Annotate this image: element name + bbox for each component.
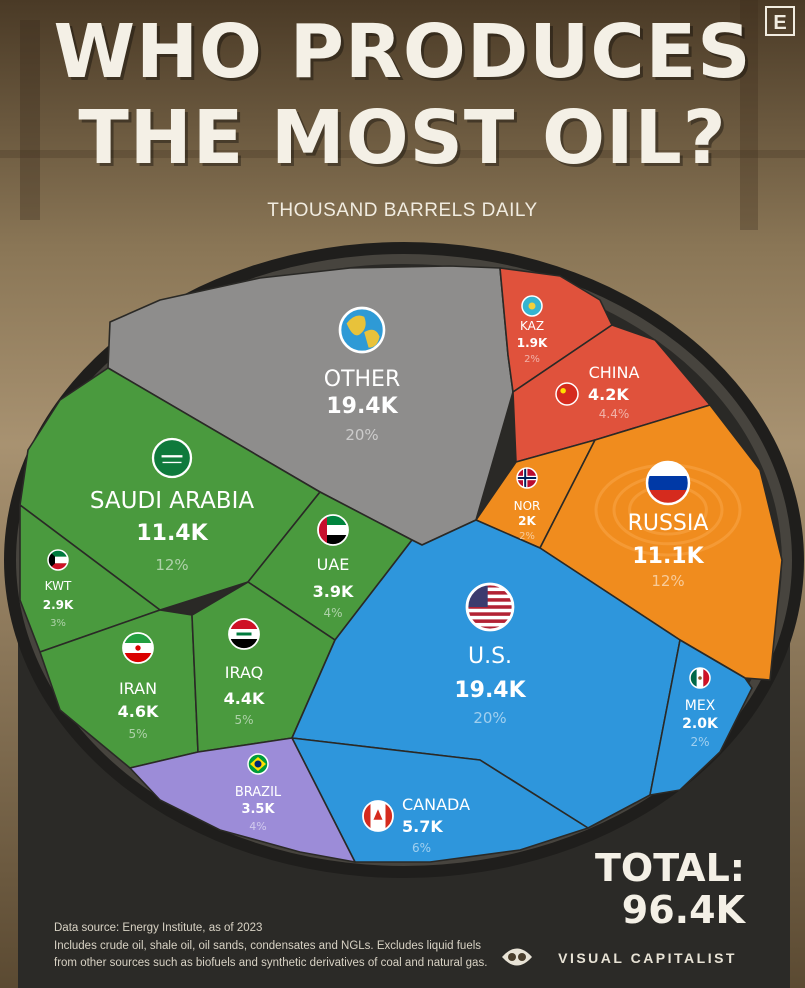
methodology-note-line1: Includes crude oil, shale oil, oil sands… [54, 940, 482, 952]
label-name-saudi-arabia: SAUDI ARABIA [90, 488, 254, 514]
label-name-iran: IRAN [119, 679, 157, 698]
china-flag-icon [555, 382, 579, 406]
globe-icon [338, 306, 386, 354]
label-share-other: 20% [345, 426, 378, 444]
label-name-other: OTHER [324, 367, 400, 392]
label-value-canada: 5.7K [402, 817, 443, 836]
data-source-note: Data source: Energy Institute, as of 202… [54, 922, 263, 934]
label-share-uae: 4% [323, 606, 342, 620]
iraq-flag-icon [228, 618, 260, 650]
label-value-iran: 4.6K [118, 702, 159, 721]
page-title-line1: WHO PRODUCES [53, 9, 752, 95]
label-share-canada: 6% [412, 841, 431, 855]
usa-flag-icon [465, 582, 515, 632]
kuwait-flag-icon [47, 549, 69, 571]
label-share-china: 4.4% [599, 407, 630, 421]
label-value-russia: 11.1K [632, 544, 704, 569]
label-name-kaz: KAZ [520, 319, 544, 333]
page-title-line2: THE MOST OIL? [78, 95, 727, 181]
brand-name: VISUAL CAPITALIST [558, 950, 737, 966]
uae-flag-icon [317, 514, 349, 546]
label-share-brazil: 4% [249, 820, 266, 833]
label-value-saudi-arabia: 11.4K [136, 521, 208, 546]
label-value-china: 4.2K [588, 385, 629, 404]
total-value: 96.4K [621, 888, 745, 932]
label-share-kwt: 3% [50, 618, 66, 629]
methodology-note-line2: from other sources such as biofuels and … [54, 957, 488, 969]
label-name-china: CHINA [589, 363, 640, 382]
label-name-nor: NOR [514, 499, 541, 513]
label-share-kaz: 2% [524, 354, 540, 365]
label-share-saudi-arabia: 12% [155, 556, 188, 574]
label-value-u-s: 19.4K [454, 678, 526, 703]
label-value-mex: 2.0K [682, 716, 719, 732]
iran-flag-icon [122, 632, 154, 664]
label-share-nor: 2% [519, 531, 535, 542]
norway-flag-icon [516, 467, 538, 489]
total-label: TOTAL: [594, 846, 745, 890]
label-name-canada: CANADA [402, 795, 470, 814]
label-value-nor: 2K [518, 514, 536, 528]
russia-flag-icon [645, 460, 691, 506]
treemap-cell-mex [649, 639, 753, 796]
label-share-u-s: 20% [473, 709, 506, 727]
visual-capitalist-logo-icon [502, 948, 532, 966]
label-name-uae: UAE [317, 555, 350, 574]
saudi-arabia-flag-icon [151, 437, 193, 479]
label-share-russia: 12% [651, 572, 684, 590]
kazakhstan-flag-icon [521, 295, 543, 317]
treemap-cell-brazil [129, 737, 356, 863]
label-name-brazil: BRAZIL [235, 785, 282, 800]
brazil-flag-icon [247, 753, 269, 775]
canada-flag-icon [362, 800, 394, 832]
label-value-iraq: 4.4K [224, 689, 265, 708]
label-share-iraq: 5% [234, 713, 253, 727]
label-value-kaz: 1.9K [517, 336, 548, 350]
label-name-u-s: U.S. [468, 644, 512, 669]
label-value-brazil: 3.5K [241, 802, 275, 817]
label-value-uae: 3.9K [313, 582, 354, 601]
label-share-iran: 5% [128, 727, 147, 741]
label-name-russia: RUSSIA [628, 511, 709, 536]
chart-subtitle: THOUSAND BARRELS DAILY [267, 200, 538, 221]
mexico-flag-icon [689, 667, 711, 689]
publisher-logo: E [765, 6, 795, 36]
label-name-kwt: KWT [45, 579, 72, 593]
label-value-kwt: 2.9K [43, 598, 74, 612]
label-name-iraq: IRAQ [225, 663, 263, 682]
label-name-mex: MEX [685, 698, 716, 714]
label-share-mex: 2% [690, 735, 709, 749]
label-value-other: 19.4K [326, 394, 398, 419]
